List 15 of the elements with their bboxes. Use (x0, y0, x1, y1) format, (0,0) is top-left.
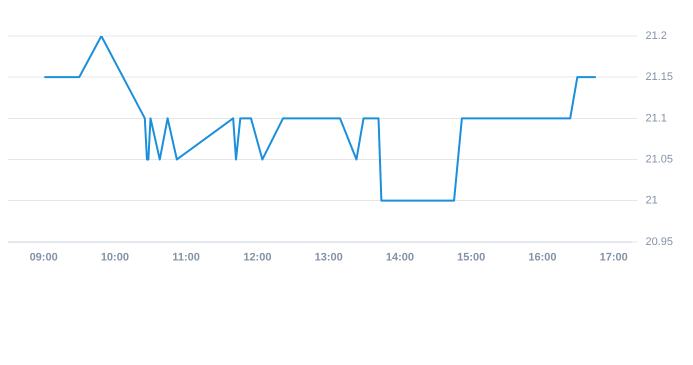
y-tick-label: 21.05 (645, 154, 674, 166)
y-tick-label: 21.15 (645, 71, 674, 84)
x-tick-label: 15:00 (457, 251, 486, 264)
x-tick-label: 16:00 (528, 251, 556, 264)
x-tick-label: 12:00 (243, 251, 272, 264)
x-tick-label: 11:00 (172, 251, 200, 264)
y-tick-label: 21.1 (645, 112, 667, 124)
y-tick-label: 20.95 (645, 236, 674, 248)
x-tick-label: 13:00 (314, 251, 343, 264)
x-tick-label: 10:00 (100, 251, 129, 264)
y-tick-label: 21.2 (645, 30, 667, 42)
x-tick-label: 14:00 (386, 251, 414, 264)
x-tick-label: 17:00 (600, 251, 628, 264)
x-tick-label: 09:00 (30, 251, 58, 264)
y-tick-label: 21 (645, 194, 658, 207)
